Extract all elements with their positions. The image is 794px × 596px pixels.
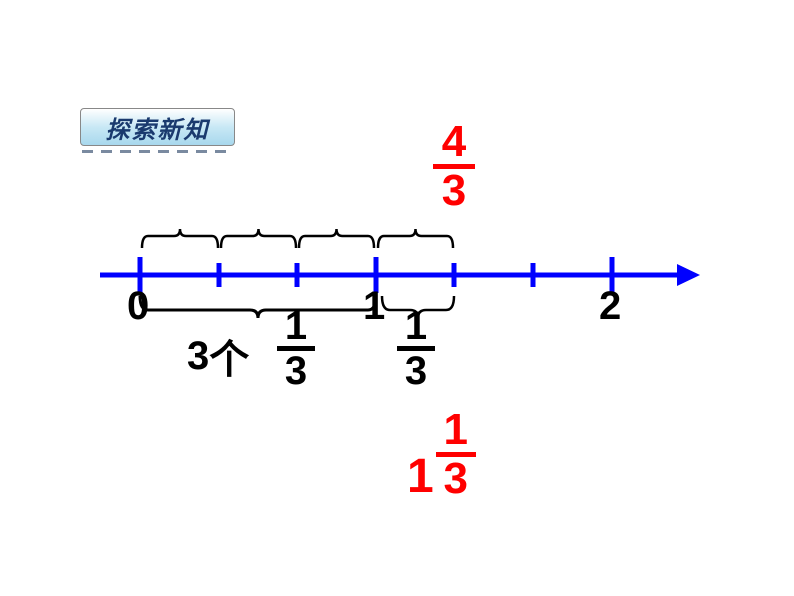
fraction-denominator: 3 [443, 457, 467, 501]
fraction-numerator: 1 [285, 306, 307, 346]
tick-label-0: 0 [127, 284, 149, 329]
fraction-denominator: 3 [285, 351, 307, 391]
fraction-one-third-right: 1 3 [397, 306, 435, 391]
fraction-numerator: 1 [443, 408, 467, 452]
tick-label-1: 1 [363, 284, 385, 329]
fraction-denominator: 3 [442, 169, 466, 213]
fraction-one-third-left: 1 3 [277, 306, 315, 391]
fraction-four-thirds: 4 3 [433, 120, 475, 213]
fraction-numerator: 1 [405, 306, 427, 346]
fraction-denominator: 3 [405, 351, 427, 391]
mixed-whole: 1 [407, 453, 434, 501]
number-line-diagram [0, 0, 794, 596]
three-char: 3 [187, 334, 209, 379]
tick-label-2: 2 [599, 284, 621, 329]
three-ge-label: 3个 [187, 327, 249, 385]
mixed-fraction: 1 3 [436, 408, 476, 501]
mixed-one-one-third: 1 1 3 [407, 408, 476, 501]
fraction-numerator: 4 [442, 120, 466, 164]
ge-char: 个 [209, 327, 249, 385]
